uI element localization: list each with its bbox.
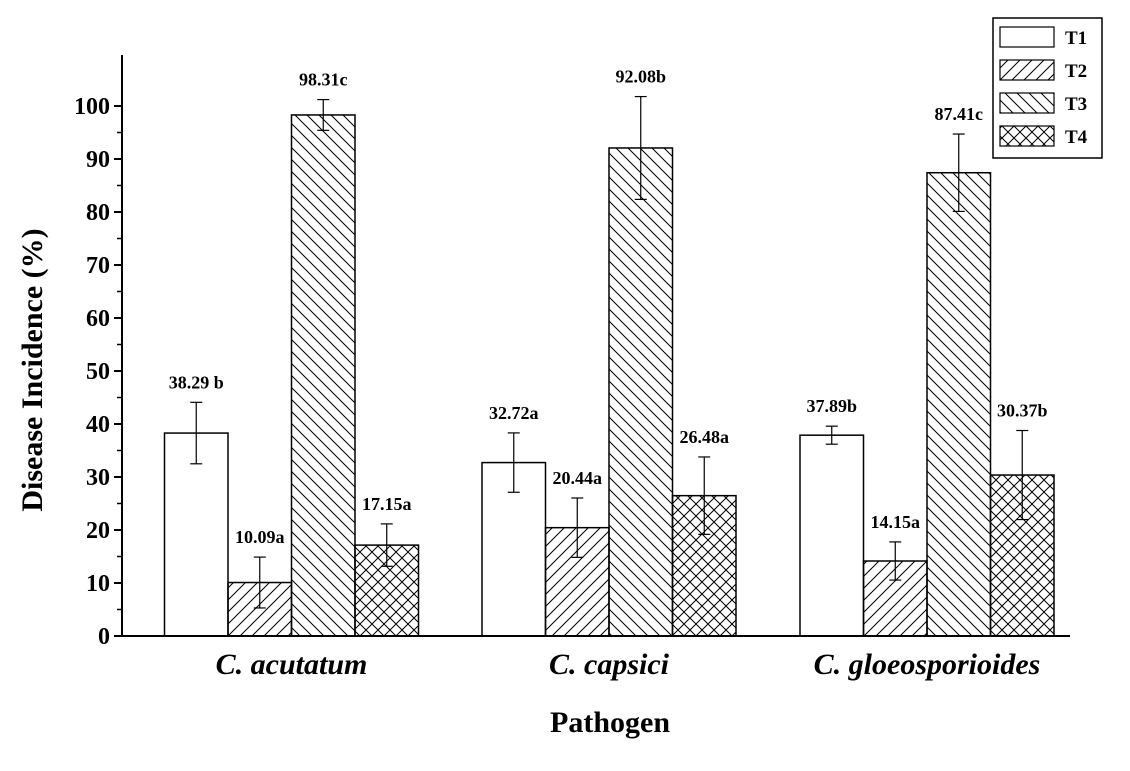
legend-label-t3: T3 [1065,94,1087,115]
y-tick-label: 90 [86,147,110,173]
data-label-t4-1: 17.15a [362,494,412,514]
x-category-label: C. acutatum [216,648,368,681]
data-label-t2-1: 10.09a [235,527,285,547]
error-bar [889,541,902,581]
y-tick-label: 70 [86,253,110,279]
x-axis: C. acutatum C. capsici C. gloeosporioides [122,635,1070,681]
y-tick-label: 100 [74,94,110,120]
error-bar [634,95,647,200]
y-axis: 0 10 20 30 40 50 60 70 80 90 100 [74,55,123,650]
error-bar [253,556,266,609]
bar-t3-3 [926,171,992,637]
error-bar [571,497,584,558]
y-tick-label: 10 [86,571,110,597]
bar-t3-2 [608,147,674,637]
bar-t1-3 [799,434,865,637]
y-tick-label: 20 [86,518,110,544]
error-bar [1016,429,1029,521]
x-category-label: C. capsici [549,648,670,681]
x-category-label: C. gloeosporioides [814,648,1041,681]
data-label-t4-3: 30.37b [997,401,1048,421]
data-label-t1-1: 38.29 b [169,372,224,392]
error-bars [190,95,1029,609]
data-label-t3-1: 98.31c [299,70,348,90]
legend-swatch-t1 [999,26,1055,48]
legend-label-t4: T4 [1065,127,1088,148]
legend-swatch-t3 [999,92,1055,114]
legend: T1 T2 T3 T4 [992,17,1103,159]
bar-t3-1 [290,114,356,637]
y-tick-label: 30 [86,465,110,491]
legend-label-t2: T2 [1065,61,1087,82]
y-tick-label: 60 [86,306,110,332]
legend-label-t1: T1 [1065,28,1087,49]
legend-swatch-t4 [999,125,1055,147]
data-label-t3-3: 87.41c [935,104,984,124]
data-label-t2-3: 14.15a [871,512,921,532]
y-axis-title: Disease Incidence (%) [16,228,49,511]
data-label-t1-3: 37.89b [806,396,857,416]
data-label-t3-2: 92.08b [615,67,666,87]
y-tick-label: 40 [86,412,110,438]
y-tick-label: 50 [86,359,110,385]
y-tick-label: 0 [98,624,110,650]
x-axis-title: Pathogen [550,706,670,739]
data-labels: 38.29 b 10.09a 98.31c 17.15a 32.72a 20.44a 92.… [169,67,1048,548]
error-bar [380,523,393,567]
error-bar [190,401,203,465]
error-bar [507,432,520,493]
data-label-t4-2: 26.48a [680,427,730,447]
error-bar [698,456,711,535]
error-bar [317,98,330,131]
data-label-t2-2: 20.44a [553,468,603,488]
y-tick-label: 80 [86,200,110,226]
error-bar [825,425,838,445]
error-bar [952,133,965,213]
legend-swatch-t2 [999,59,1055,81]
bars [163,114,1055,637]
data-label-t1-2: 32.72a [489,403,539,423]
